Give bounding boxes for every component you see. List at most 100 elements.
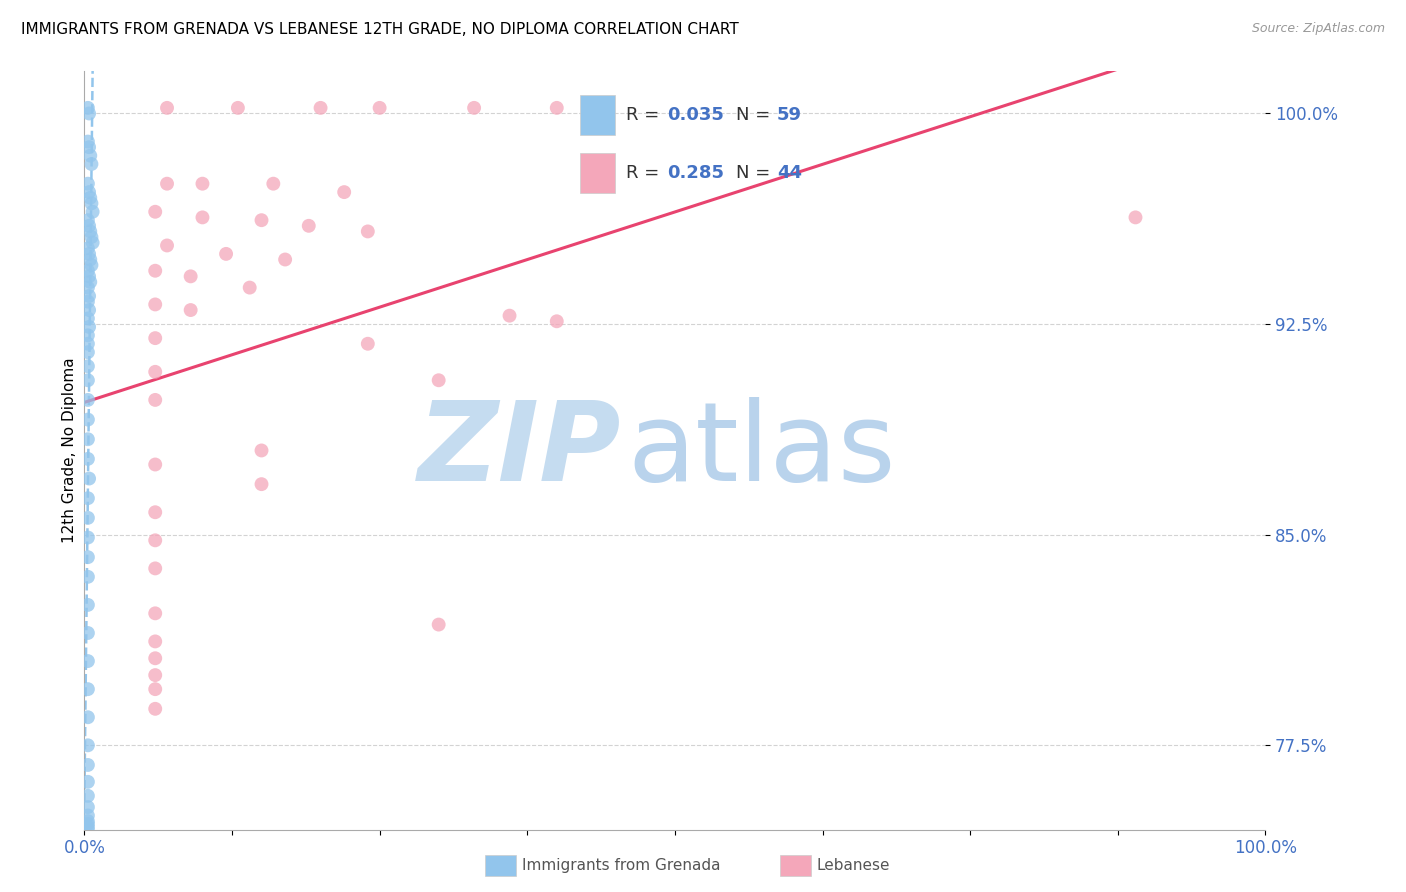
Point	[77, 135, 100, 149]
Point	[262, 177, 284, 191]
Point	[77, 303, 100, 318]
Point	[82, 204, 104, 219]
Point	[143, 682, 166, 697]
Point	[77, 471, 100, 485]
Text: Lebanese: Lebanese	[817, 858, 890, 872]
Text: Immigrants from Grenada: Immigrants from Grenada	[522, 858, 720, 872]
Point	[546, 101, 568, 115]
Point	[143, 505, 166, 519]
Y-axis label: 12th Grade, No Diploma: 12th Grade, No Diploma	[62, 358, 77, 543]
Point	[191, 211, 214, 225]
Point	[77, 774, 100, 789]
Point	[143, 297, 166, 311]
Point	[79, 224, 101, 238]
Point	[77, 213, 100, 227]
Point	[77, 451, 100, 466]
Point	[143, 458, 166, 472]
Text: IMMIGRANTS FROM GRENADA VS LEBANESE 12TH GRADE, NO DIPLOMA CORRELATION CHART: IMMIGRANTS FROM GRENADA VS LEBANESE 12TH…	[21, 22, 738, 37]
Point	[77, 822, 100, 837]
Point	[463, 101, 485, 115]
Point	[215, 247, 238, 261]
Point	[77, 432, 100, 446]
Point	[156, 238, 179, 252]
Text: Source: ZipAtlas.com: Source: ZipAtlas.com	[1251, 22, 1385, 36]
Point	[79, 148, 101, 162]
Point	[143, 331, 166, 345]
Point	[77, 808, 100, 822]
Point	[77, 269, 100, 284]
Point	[79, 191, 101, 205]
Point	[143, 702, 166, 716]
Point	[143, 651, 166, 665]
Point	[77, 185, 100, 199]
Point	[77, 570, 100, 584]
Point	[77, 106, 100, 120]
Point	[368, 101, 391, 115]
Point	[250, 477, 273, 491]
Point	[357, 336, 380, 351]
Point	[77, 319, 100, 334]
Point	[309, 101, 332, 115]
Point	[82, 235, 104, 250]
Point	[77, 412, 100, 426]
Point	[77, 311, 100, 326]
Point	[77, 491, 100, 506]
Point	[427, 617, 450, 632]
Point	[77, 817, 100, 831]
Point	[80, 230, 103, 244]
Point	[239, 280, 262, 294]
Point	[77, 758, 100, 772]
Point	[357, 224, 380, 238]
Point	[180, 303, 202, 318]
Point	[77, 626, 100, 640]
Point	[250, 213, 273, 227]
Point	[180, 269, 202, 284]
Point	[77, 294, 100, 309]
Point	[1125, 211, 1147, 225]
Point	[498, 309, 520, 323]
Point	[77, 820, 100, 834]
Text: atlas: atlas	[627, 397, 896, 504]
Point	[143, 607, 166, 621]
Point	[143, 204, 166, 219]
Point	[77, 140, 100, 154]
Point	[77, 264, 100, 278]
Point	[77, 359, 100, 374]
Point	[77, 789, 100, 803]
Point	[77, 328, 100, 343]
Point	[77, 531, 100, 545]
Point	[333, 185, 356, 199]
Point	[77, 814, 100, 829]
Point	[77, 336, 100, 351]
Point	[77, 682, 100, 697]
Point	[77, 739, 100, 753]
Point	[77, 219, 100, 233]
Point	[77, 550, 100, 565]
Point	[77, 101, 100, 115]
Point	[79, 275, 101, 289]
Point	[77, 345, 100, 359]
Point	[77, 177, 100, 191]
Point	[77, 654, 100, 668]
Point	[77, 511, 100, 525]
Point	[77, 392, 100, 407]
Point	[274, 252, 297, 267]
Point	[79, 252, 101, 267]
Point	[77, 280, 100, 294]
Point	[80, 258, 103, 272]
Point	[298, 219, 321, 233]
Point	[143, 533, 166, 548]
Point	[77, 373, 100, 387]
Point	[156, 177, 179, 191]
Point	[156, 101, 179, 115]
Point	[143, 561, 166, 575]
Point	[143, 668, 166, 682]
Point	[250, 443, 273, 458]
Point	[77, 598, 100, 612]
Point	[143, 365, 166, 379]
Point	[546, 314, 568, 328]
Point	[77, 800, 100, 814]
Point	[77, 289, 100, 303]
Point	[77, 710, 100, 724]
Point	[191, 177, 214, 191]
